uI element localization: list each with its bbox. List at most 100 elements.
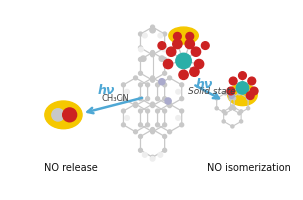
Circle shape xyxy=(163,46,167,50)
Circle shape xyxy=(238,112,241,115)
Circle shape xyxy=(191,47,201,56)
Circle shape xyxy=(246,92,254,99)
Circle shape xyxy=(163,59,173,69)
Circle shape xyxy=(138,109,142,113)
Circle shape xyxy=(168,104,171,108)
Circle shape xyxy=(215,97,218,100)
Circle shape xyxy=(122,123,125,127)
Circle shape xyxy=(238,72,246,79)
Circle shape xyxy=(134,102,138,106)
Text: hν: hν xyxy=(196,78,213,91)
Circle shape xyxy=(158,153,163,157)
Circle shape xyxy=(158,42,166,49)
Circle shape xyxy=(151,130,155,134)
Circle shape xyxy=(151,25,155,29)
Text: NO release: NO release xyxy=(44,163,98,173)
Circle shape xyxy=(168,76,171,80)
Circle shape xyxy=(163,134,167,138)
Circle shape xyxy=(142,33,147,38)
Circle shape xyxy=(134,76,138,80)
Circle shape xyxy=(224,112,227,115)
Circle shape xyxy=(158,33,163,38)
Circle shape xyxy=(163,57,167,61)
Circle shape xyxy=(247,107,250,110)
Circle shape xyxy=(151,155,155,159)
Circle shape xyxy=(231,125,234,128)
Circle shape xyxy=(233,107,236,110)
Circle shape xyxy=(134,130,138,134)
Circle shape xyxy=(229,97,232,100)
Text: NO isomerization: NO isomerization xyxy=(207,163,291,173)
Circle shape xyxy=(151,104,155,108)
Circle shape xyxy=(190,67,199,76)
Circle shape xyxy=(151,53,155,57)
Circle shape xyxy=(174,32,181,40)
Circle shape xyxy=(229,107,232,110)
Text: hν: hν xyxy=(97,84,115,97)
Circle shape xyxy=(151,76,155,80)
Circle shape xyxy=(156,97,159,101)
Circle shape xyxy=(231,105,234,108)
Circle shape xyxy=(138,46,142,50)
Circle shape xyxy=(138,123,142,127)
Circle shape xyxy=(138,32,142,36)
Text: CH₃CN: CH₃CN xyxy=(102,94,129,103)
Circle shape xyxy=(146,97,150,101)
Circle shape xyxy=(163,71,167,75)
Circle shape xyxy=(150,27,155,33)
Circle shape xyxy=(180,97,184,101)
Circle shape xyxy=(180,109,184,113)
Circle shape xyxy=(122,83,125,87)
Circle shape xyxy=(163,123,167,127)
Circle shape xyxy=(173,39,182,49)
Circle shape xyxy=(248,77,256,85)
Circle shape xyxy=(180,123,184,127)
Circle shape xyxy=(240,110,243,113)
Circle shape xyxy=(156,109,159,113)
Circle shape xyxy=(195,59,204,69)
Circle shape xyxy=(142,153,147,157)
Circle shape xyxy=(163,148,167,152)
Circle shape xyxy=(151,51,155,54)
Circle shape xyxy=(146,123,150,127)
Circle shape xyxy=(233,97,236,100)
Circle shape xyxy=(176,116,181,120)
Circle shape xyxy=(229,93,234,98)
Circle shape xyxy=(138,134,142,138)
Circle shape xyxy=(167,47,176,56)
Circle shape xyxy=(162,47,167,52)
Circle shape xyxy=(138,83,142,87)
Circle shape xyxy=(125,89,129,94)
Circle shape xyxy=(215,107,218,110)
Circle shape xyxy=(159,79,165,85)
Circle shape xyxy=(151,128,155,131)
Circle shape xyxy=(179,70,188,79)
Circle shape xyxy=(151,78,155,82)
Circle shape xyxy=(146,83,150,87)
Circle shape xyxy=(186,32,194,40)
Circle shape xyxy=(185,39,195,49)
Circle shape xyxy=(240,120,243,123)
Circle shape xyxy=(122,109,125,113)
Text: Solid state: Solid state xyxy=(188,87,235,96)
Circle shape xyxy=(151,102,155,106)
Circle shape xyxy=(163,83,167,87)
Circle shape xyxy=(180,83,184,87)
Circle shape xyxy=(163,97,167,101)
Circle shape xyxy=(150,156,155,161)
Circle shape xyxy=(168,102,171,106)
Circle shape xyxy=(222,110,225,113)
Circle shape xyxy=(222,120,225,123)
Circle shape xyxy=(238,92,241,95)
Circle shape xyxy=(229,77,237,85)
Circle shape xyxy=(138,57,142,61)
Circle shape xyxy=(227,87,235,95)
Circle shape xyxy=(141,56,146,61)
Circle shape xyxy=(138,148,142,152)
Circle shape xyxy=(163,109,167,113)
Circle shape xyxy=(236,82,249,94)
Ellipse shape xyxy=(228,84,257,106)
Circle shape xyxy=(156,83,159,87)
Circle shape xyxy=(224,92,227,95)
Circle shape xyxy=(122,97,125,101)
